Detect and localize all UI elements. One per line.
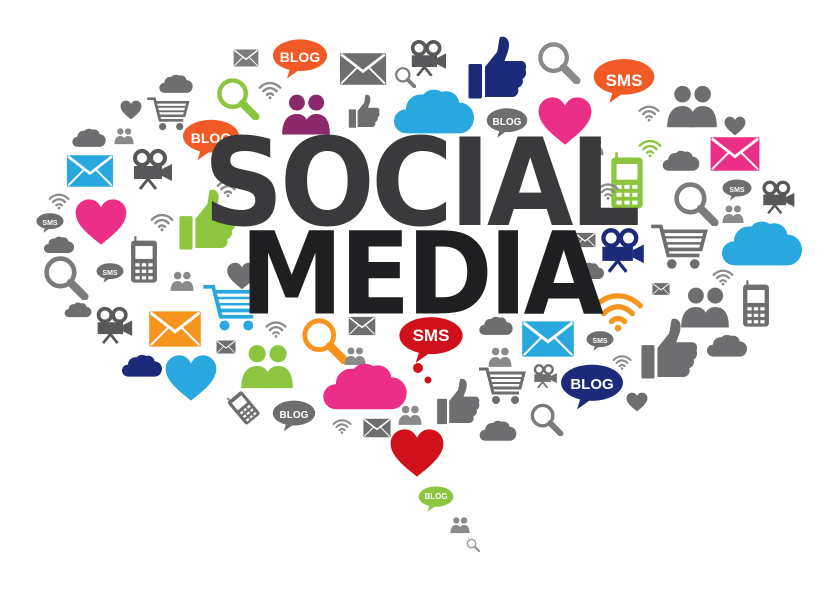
people-icon bbox=[398, 405, 422, 425]
heart-icon bbox=[120, 100, 142, 120]
mobile-phone-icon bbox=[223, 387, 262, 427]
cloud-icon bbox=[707, 334, 747, 357]
envelope-icon bbox=[216, 340, 236, 354]
magnifier-icon bbox=[219, 80, 255, 116]
people-icon bbox=[488, 347, 512, 367]
thumbs-up-icon bbox=[468, 36, 527, 99]
magnifier-icon bbox=[540, 44, 576, 80]
sms-label: SMS bbox=[42, 220, 58, 227]
heart-icon bbox=[626, 392, 648, 412]
people-icon bbox=[450, 517, 470, 534]
sms-label: SMS bbox=[729, 187, 745, 194]
magnifier-icon bbox=[532, 405, 560, 433]
shopping-cart-icon bbox=[478, 367, 526, 406]
envelope-icon bbox=[233, 48, 259, 68]
wifi-icon bbox=[332, 419, 352, 434]
wifi-icon bbox=[638, 105, 660, 122]
cloud-icon bbox=[122, 354, 162, 377]
blog-label: BLOG bbox=[191, 130, 232, 146]
cloud-icon bbox=[323, 363, 407, 410]
magnifier-icon bbox=[466, 538, 480, 552]
movie-camera-icon bbox=[533, 364, 558, 388]
people-icon bbox=[241, 345, 293, 389]
movie-camera-icon bbox=[409, 40, 448, 76]
envelope-icon bbox=[362, 418, 392, 438]
thumbs-up-icon bbox=[437, 378, 480, 425]
sms-label: SMS bbox=[102, 270, 118, 277]
people-icon bbox=[344, 347, 366, 365]
wifi-icon bbox=[612, 355, 632, 370]
blog-label: BLOG bbox=[280, 410, 309, 421]
blog-label: BLOG bbox=[424, 492, 447, 501]
headline-media: MEDIA bbox=[239, 206, 604, 342]
blog-label: BLOG bbox=[280, 49, 321, 65]
sms-label: SMS bbox=[413, 326, 450, 345]
sms-label: SMS bbox=[592, 338, 608, 345]
heart-icon bbox=[390, 429, 444, 477]
wifi-icon bbox=[258, 81, 282, 100]
people-icon bbox=[667, 85, 717, 128]
headline-social: SOCIAL bbox=[203, 113, 641, 255]
blog-label: BLOG bbox=[570, 376, 613, 393]
magnifier-icon bbox=[394, 66, 416, 88]
cloud-icon bbox=[159, 74, 193, 93]
cloud-icon bbox=[479, 420, 517, 441]
blog-label: BLOG bbox=[493, 117, 522, 128]
envelope-icon bbox=[338, 52, 388, 86]
heart-icon bbox=[165, 355, 217, 401]
sms-label: SMS bbox=[606, 71, 643, 90]
